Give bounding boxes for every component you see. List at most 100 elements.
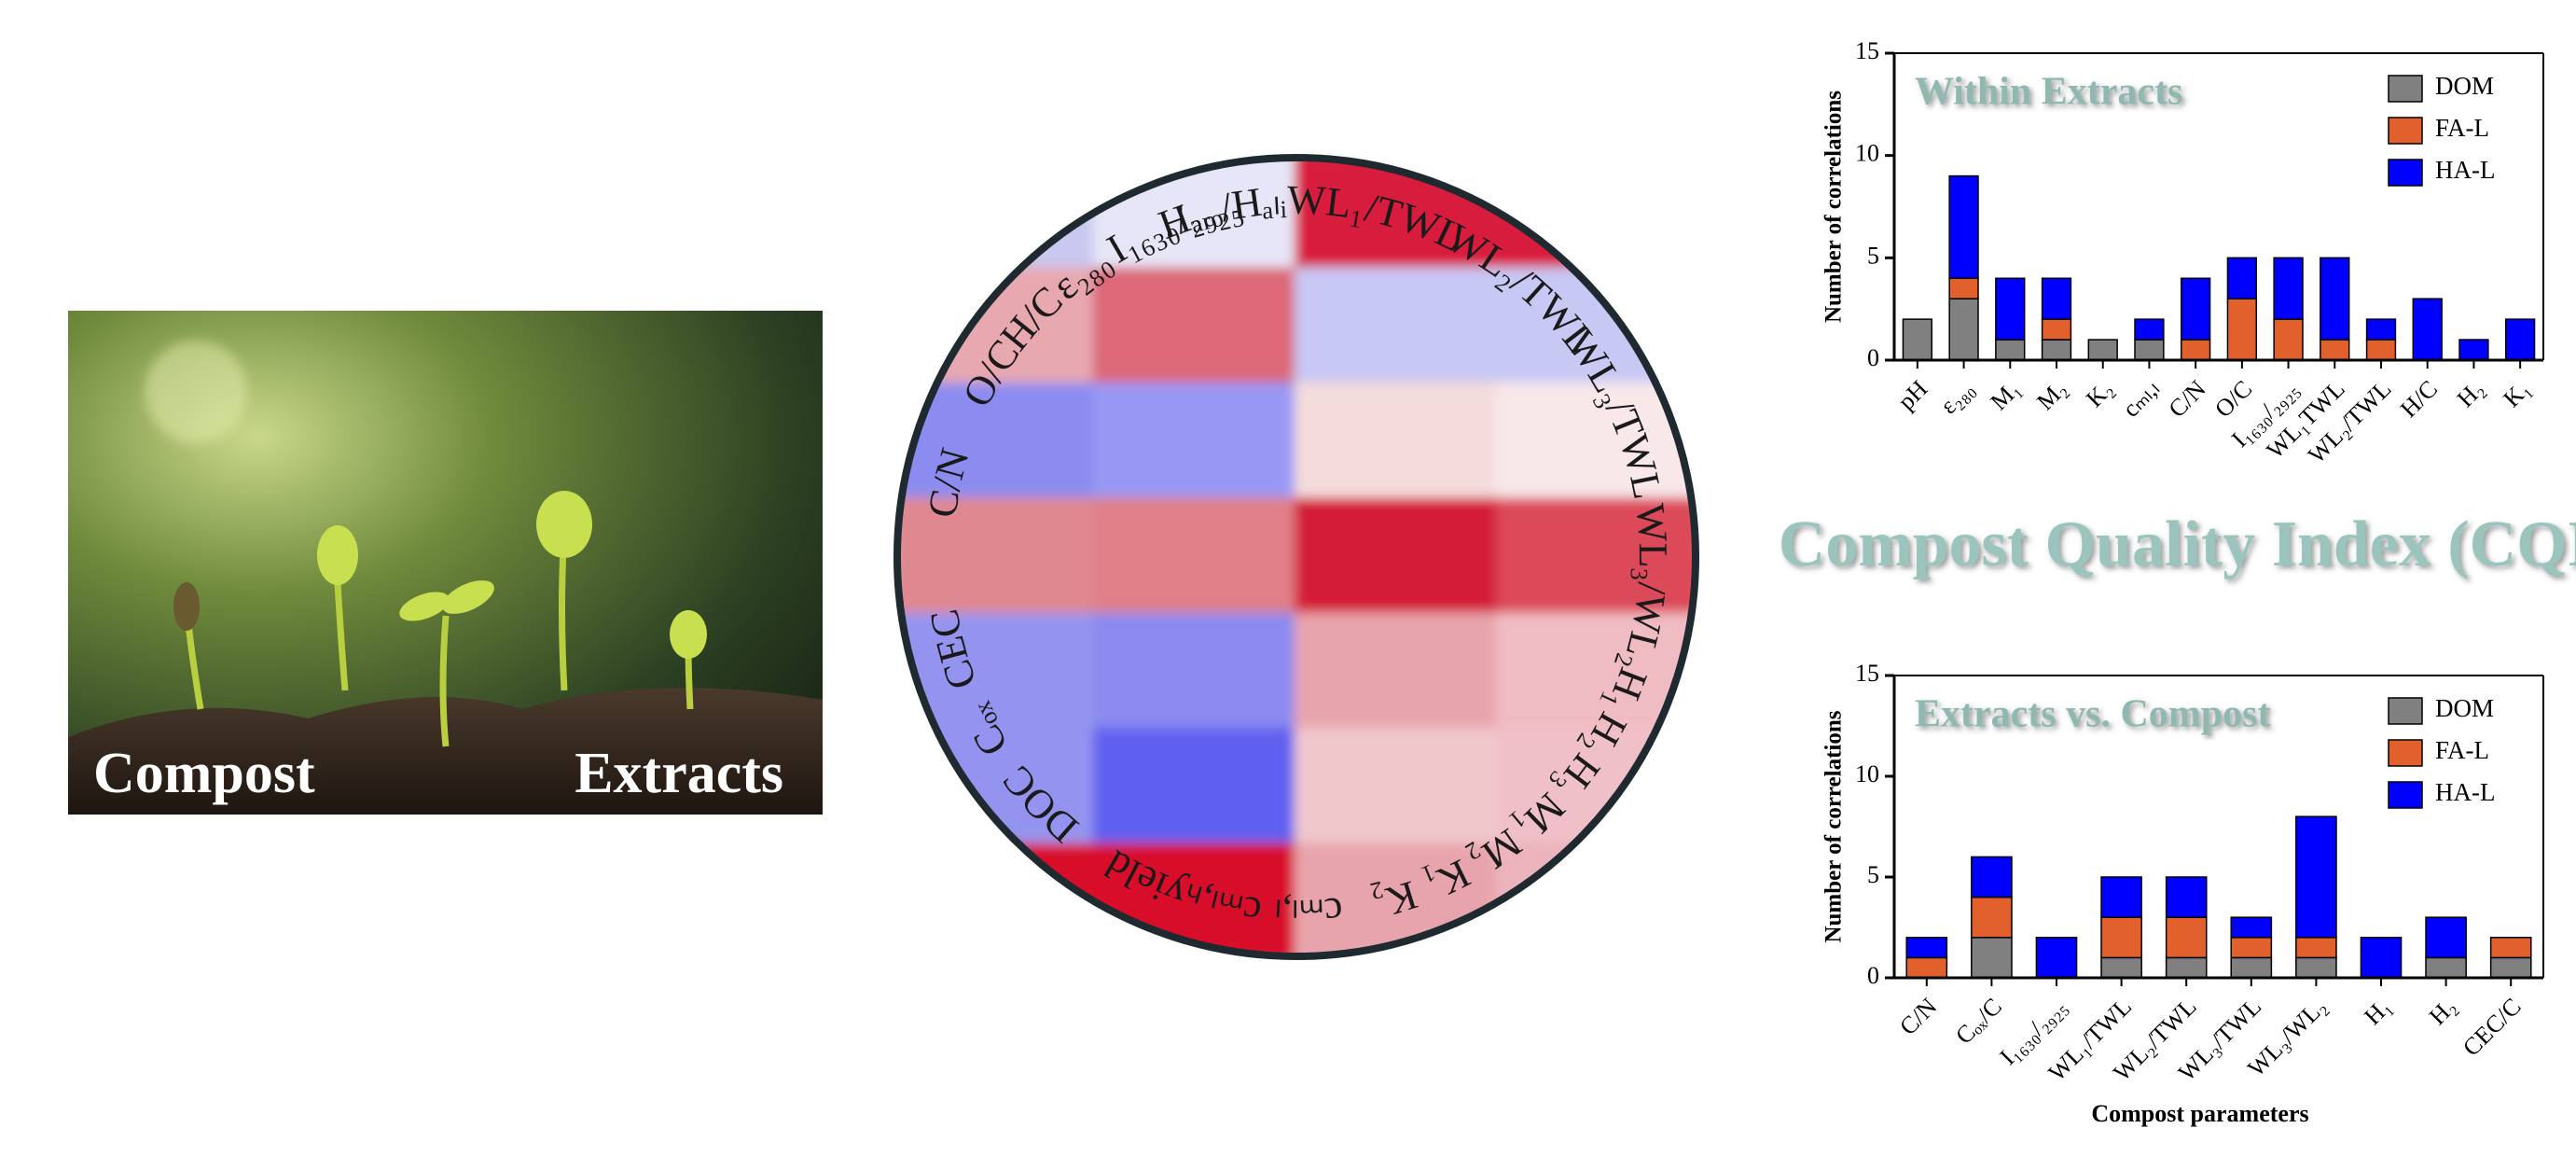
heatmap-cell [1295, 497, 1500, 617]
x-tick-label: C/N [2163, 375, 2210, 423]
bar-segment [2320, 339, 2350, 361]
y-tick-label: 10 [1855, 760, 1879, 787]
bar-segment [2320, 257, 2350, 341]
y-tick-label: 0 [1867, 962, 1879, 989]
heatmap-cell [1093, 267, 1298, 386]
bar-segment [2295, 815, 2337, 939]
y-axis-label: Number of correlations [1821, 710, 1847, 942]
photo-label: Compost [93, 742, 315, 805]
y-tick-label: 5 [1867, 861, 1879, 888]
heatmap-cell [1496, 497, 1696, 617]
heatmap: Hₐᵣₒ/Hₐₗᵢ WL₁/TWLWL₂/TWLWL₃/TWLWL₃/WL₂H₁H… [893, 154, 1699, 960]
bar-segment [2180, 277, 2211, 341]
x-tick-label: C/N [1894, 993, 1942, 1040]
bar-segment [1971, 937, 2013, 979]
heatmap-cell [1295, 382, 1500, 502]
bar-segment [2035, 937, 2078, 979]
legend-label: HA-L [2435, 156, 2495, 184]
sprout-leaves [173, 491, 707, 659]
bar-segment [2489, 937, 2532, 959]
x-tick-label: ε₂₈₀ [1935, 375, 1979, 419]
legend-label: FA-L [2435, 114, 2489, 142]
bar-segment [1971, 896, 2013, 939]
chart-title: Within Extracts [1915, 71, 2182, 114]
heatmap-cell [1093, 382, 1298, 502]
x-tick-label: M₂ [2031, 375, 2071, 415]
bar-segment [2041, 318, 2072, 341]
heatmap-border [893, 154, 1699, 960]
bar-segment [1948, 174, 1979, 280]
bar-segment [2087, 339, 2118, 361]
legend-swatch [2388, 117, 2423, 145]
bar-segment [2165, 956, 2208, 979]
legend-label: DOM [2435, 72, 2494, 100]
main-title: Compost Quality Index (CQI) [1779, 508, 2576, 580]
legend-label: FA-L [2435, 736, 2489, 764]
bar-segment [2100, 876, 2142, 918]
y-tick-label: 0 [1867, 344, 1879, 371]
bar-segment [2425, 956, 2467, 979]
legend-swatch [2388, 159, 2423, 187]
chart-title: Extracts vs. Compost [1915, 693, 2270, 736]
x-tick-label: K₁ [2498, 375, 2535, 412]
bar-segment [2360, 937, 2403, 979]
bar-segment [2180, 339, 2211, 361]
legend-swatch [2388, 739, 2423, 767]
heatmap-cell [1496, 158, 1696, 272]
x-tick-label: Cₒₓ/C [1950, 993, 2007, 1050]
heatmap-cell [1295, 728, 1500, 847]
heatmap-cell [897, 497, 1097, 617]
x-tick-label: cₘₗ,ₗ [2117, 375, 2165, 423]
x-tick-label: CEC/C [2458, 993, 2527, 1062]
bar-segment [2041, 339, 2072, 361]
y-tick-label: 5 [1867, 242, 1879, 269]
bar-segment [1905, 937, 1948, 959]
heatmap-cell [897, 158, 1097, 272]
x-tick-label: K₂ [2081, 375, 2118, 412]
x-tick-label: H₂ [2452, 375, 2489, 412]
legend-swatch [2388, 75, 2423, 103]
bar-segment [2226, 257, 2258, 299]
bar-segment [2365, 339, 2397, 361]
bar-segment [2226, 298, 2258, 361]
bar-segment [2489, 956, 2532, 979]
x-tick-label: H₁ [2359, 993, 2396, 1030]
bar-segment [2230, 916, 2273, 939]
x-axis-label: Compost parameters [2091, 1100, 2308, 1127]
heatmap-cell [1093, 728, 1298, 847]
bar-segment [2412, 298, 2443, 361]
photo: Compost Extracts [68, 311, 823, 815]
x-tick-label: M₁ [1985, 375, 2025, 415]
y-axis-label: Number of correlations [1821, 91, 1847, 323]
heatmap-cell [1496, 843, 1696, 956]
bar-segment [2165, 916, 2208, 959]
legend-label: DOM [2435, 694, 2494, 722]
bar-segment [2273, 257, 2304, 320]
bar-segment [1905, 956, 1948, 979]
bar-segment [2134, 318, 2165, 341]
bar-segment [2100, 916, 2142, 959]
legend-swatch [2388, 781, 2423, 809]
bar-segment [1995, 339, 2026, 361]
heatmap-label-text: cₘₗ,ₗ [1274, 888, 1346, 937]
heatmap-cell [1295, 267, 1500, 386]
y-tick-label: 15 [1855, 660, 1879, 687]
bar-segment [1948, 298, 1979, 361]
x-tick-label: H₂ [2424, 993, 2461, 1030]
bar-segment [2230, 956, 2273, 979]
heatmap-label: cₘₗ,ₗ [1274, 888, 1346, 937]
heatmap-cell [1295, 612, 1500, 732]
bar-segment [1902, 318, 1933, 361]
bar-segment [1971, 856, 2013, 898]
bar-segment [2273, 318, 2304, 361]
bar-segment [2295, 956, 2337, 979]
bar-segment [2165, 876, 2208, 918]
bar-segment [2425, 916, 2467, 959]
bar-segment [2295, 937, 2337, 959]
